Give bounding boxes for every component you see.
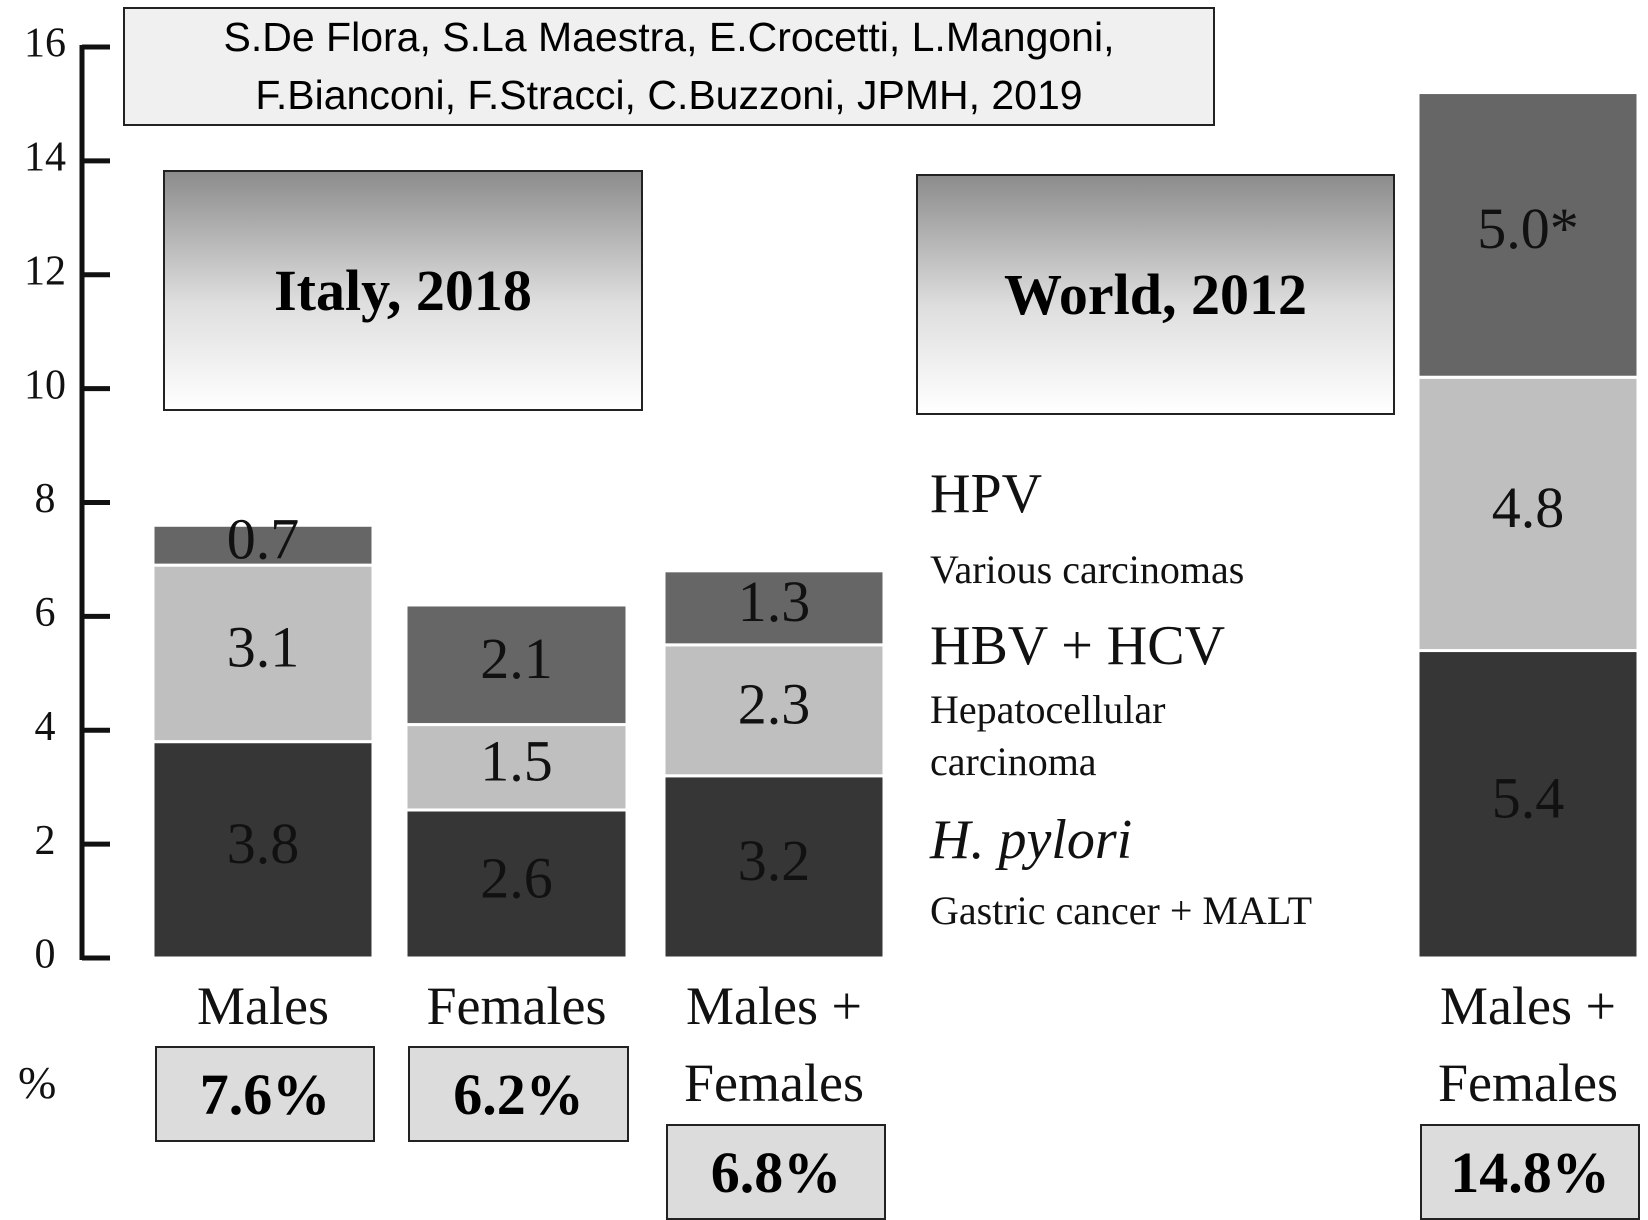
value-label: 4.8 [1492,475,1565,540]
citation-box: S.De Flora, S.La Maestra, E.Crocetti, L.… [123,7,1215,126]
legend-name: H. pylori [930,809,1133,871]
legend-name: HBV + HCV [930,615,1226,677]
bar-segment [151,523,375,567]
y-tick-label: 8 [35,476,56,522]
x-tick-label: Males + Females [1438,976,1618,1113]
total-axis-label: % [18,1057,57,1108]
legend-description: Gastric cancer + MALT [930,888,1313,933]
value-label: 3.1 [227,615,300,680]
x-tick-label: Males + Females [684,976,864,1113]
value-label: 0.7 [227,507,300,572]
bar-segment [151,740,375,960]
bar-segment [1416,649,1640,960]
citation-line: F.Bianconi, F.Stracci, C.Buzzoni, JPMH, … [255,71,1083,118]
x-tick-label: Males [197,976,329,1036]
total-box: 6.2% [408,1046,629,1142]
value-label: 1.3 [738,569,811,634]
value-label: 5.0* [1477,196,1579,261]
value-label: 3.2 [738,828,811,893]
y-tick-label: 10 [24,362,66,408]
value-label: 1.5 [480,729,553,794]
bar-segment [404,603,629,727]
y-tick-label: 2 [35,818,56,864]
bar-segment [151,563,375,744]
bar-segment [1416,91,1640,379]
citation-line: S.De Flora, S.La Maestra, E.Crocetti, L.… [223,14,1115,61]
bar-segment [662,643,886,778]
total-box: 7.6% [155,1046,375,1142]
y-tick-label: 14 [24,135,66,181]
panel-label: Italy, 2018 [163,170,643,411]
x-tick-label: Females [426,976,607,1036]
y-tick-label: 4 [35,704,56,750]
y-tick-label: 0 [35,932,56,978]
bar-segment [662,569,886,647]
panel-label: World, 2012 [916,174,1395,415]
bar-segment [404,723,629,812]
value-label: 2.6 [480,845,553,910]
total-box: 14.8% [1420,1124,1640,1220]
bar-segment [662,774,886,960]
legend-name: HPV [930,463,1043,525]
bar-segment [1416,375,1640,653]
y-tick-label: 16 [24,21,66,67]
value-label: 2.3 [738,672,811,737]
legend-description: Various carcinomas [930,547,1245,592]
value-label: 2.1 [480,626,553,691]
y-tick-label: 12 [24,248,66,294]
legend-description: Hepatocellular carcinoma [930,687,1166,784]
value-label: 3.8 [227,811,300,876]
y-tick-label: 6 [35,590,56,636]
value-label: 5.4 [1492,766,1565,831]
total-box: 6.8% [666,1124,886,1220]
